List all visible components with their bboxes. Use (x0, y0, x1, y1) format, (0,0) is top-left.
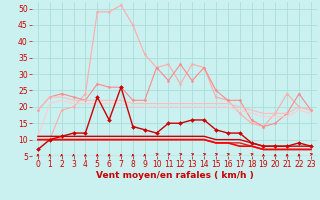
X-axis label: Vent moyen/en rafales ( km/h ): Vent moyen/en rafales ( km/h ) (96, 171, 253, 180)
